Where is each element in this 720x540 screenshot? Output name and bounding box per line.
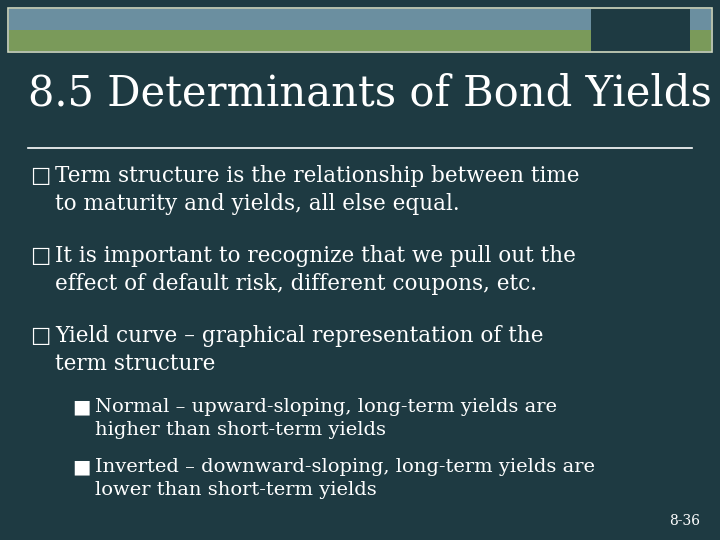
Text: ■: ■ xyxy=(72,458,91,476)
Text: □: □ xyxy=(30,325,50,347)
Text: It is important to recognize that we pull out the
effect of default risk, differ: It is important to recognize that we pul… xyxy=(55,245,576,295)
Text: 8-36: 8-36 xyxy=(669,514,700,528)
Text: Normal – upward-sloping, long-term yields are
higher than short-term yields: Normal – upward-sloping, long-term yield… xyxy=(95,398,557,439)
Bar xyxy=(9,30,591,51)
Bar xyxy=(9,9,591,30)
Text: Yield curve – graphical representation of the
term structure: Yield curve – graphical representation o… xyxy=(55,325,544,375)
Text: 8.5 Determinants of Bond Yields: 8.5 Determinants of Bond Yields xyxy=(28,72,712,114)
Text: Term structure is the relationship between time
to maturity and yields, all else: Term structure is the relationship betwe… xyxy=(55,165,580,215)
Bar xyxy=(8,8,712,52)
Text: □: □ xyxy=(30,245,50,267)
Text: Inverted – downward-sloping, long-term yields are
lower than short-term yields: Inverted – downward-sloping, long-term y… xyxy=(95,458,595,499)
Bar xyxy=(690,9,711,30)
Text: ■: ■ xyxy=(72,398,91,416)
Text: □: □ xyxy=(30,165,50,187)
Bar xyxy=(690,30,711,51)
